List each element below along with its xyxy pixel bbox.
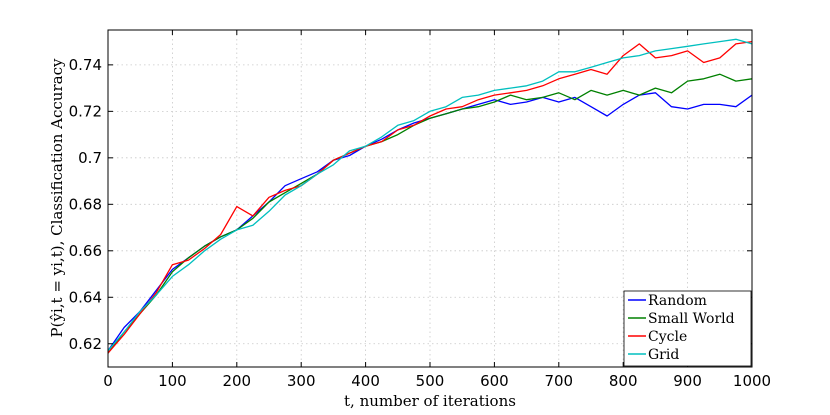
legend: Random Small World Cycle Grid	[623, 290, 752, 367]
legend-label: Grid	[648, 347, 679, 363]
y-tick-label: 0.66	[69, 242, 102, 260]
x-tick-label: 400	[351, 372, 380, 390]
x-tick-label: 600	[480, 372, 509, 390]
y-tick-label: 0.62	[69, 335, 102, 353]
x-tick-label: 100	[158, 372, 187, 390]
x-tick-label: 800	[609, 372, 638, 390]
legend-label: Small World	[648, 311, 735, 327]
x-tick-label: 0	[103, 372, 113, 390]
x-tick-label: 200	[222, 372, 251, 390]
x-tick-label: 700	[544, 372, 573, 390]
x-tick-label: 1000	[733, 372, 771, 390]
axis-ticks: 0 100 200 300 400 500 600 700 800 900 1000 0.62 0.64…	[69, 30, 771, 390]
x-tick-label: 900	[673, 372, 702, 390]
x-tick-label: 500	[416, 372, 445, 390]
x-tick-label: 300	[287, 372, 316, 390]
series-line-grid	[107, 38, 753, 352]
legend-label: Random	[648, 293, 707, 309]
y-tick-label: 0.7	[78, 149, 102, 167]
series-lines	[107, 38, 753, 354]
y-axis-label: P(ŷi,t = yi,t), Classification Accuracy	[48, 58, 66, 337]
legend-label: Cycle	[648, 329, 687, 345]
y-tick-label: 0.74	[69, 56, 102, 74]
x-axis-label: t, number of iterations	[344, 392, 516, 410]
y-tick-label: 0.72	[69, 102, 102, 120]
y-tick-label: 0.64	[69, 288, 102, 306]
y-tick-label: 0.68	[69, 195, 102, 213]
series-line-cycle	[107, 40, 753, 354]
